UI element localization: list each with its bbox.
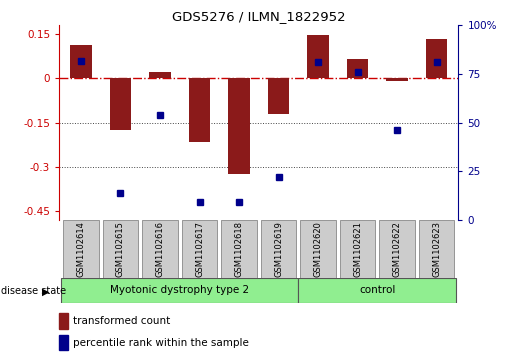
Text: ▶: ▶ (42, 286, 50, 297)
Bar (110, 78, 131, 130)
Bar (380, 220, 415, 278)
Bar (426, 38, 448, 78)
Text: GSM1102622: GSM1102622 (392, 221, 402, 277)
Bar (419, 220, 454, 278)
Bar (386, 78, 408, 81)
Bar (188, 78, 211, 142)
Bar (102, 220, 138, 278)
Bar (149, 73, 171, 78)
Bar (228, 78, 250, 174)
Bar (268, 78, 289, 114)
Bar (221, 220, 257, 278)
Text: control: control (359, 285, 396, 295)
Text: GSM1102621: GSM1102621 (353, 221, 362, 277)
Bar (70, 45, 92, 78)
Text: disease state: disease state (1, 286, 66, 297)
Text: GSM1102615: GSM1102615 (116, 221, 125, 277)
Text: GSM1102616: GSM1102616 (156, 221, 164, 277)
Bar (61, 278, 298, 303)
Bar (142, 220, 178, 278)
Title: GDS5276 / ILMN_1822952: GDS5276 / ILMN_1822952 (172, 10, 346, 23)
Text: GSM1102618: GSM1102618 (234, 221, 244, 277)
Bar (182, 220, 217, 278)
Text: GSM1102619: GSM1102619 (274, 221, 283, 277)
Text: GSM1102623: GSM1102623 (432, 221, 441, 277)
Bar (298, 278, 456, 303)
Bar (261, 220, 296, 278)
Text: GSM1102620: GSM1102620 (314, 221, 322, 277)
Text: transformed count: transformed count (73, 316, 170, 326)
Text: GSM1102614: GSM1102614 (76, 221, 85, 277)
Bar (340, 220, 375, 278)
Bar (300, 220, 336, 278)
Bar (307, 35, 329, 78)
Text: Myotonic dystrophy type 2: Myotonic dystrophy type 2 (110, 285, 249, 295)
Text: GSM1102617: GSM1102617 (195, 221, 204, 277)
Text: percentile rank within the sample: percentile rank within the sample (73, 338, 249, 348)
Bar (63, 220, 99, 278)
Bar (347, 59, 368, 78)
